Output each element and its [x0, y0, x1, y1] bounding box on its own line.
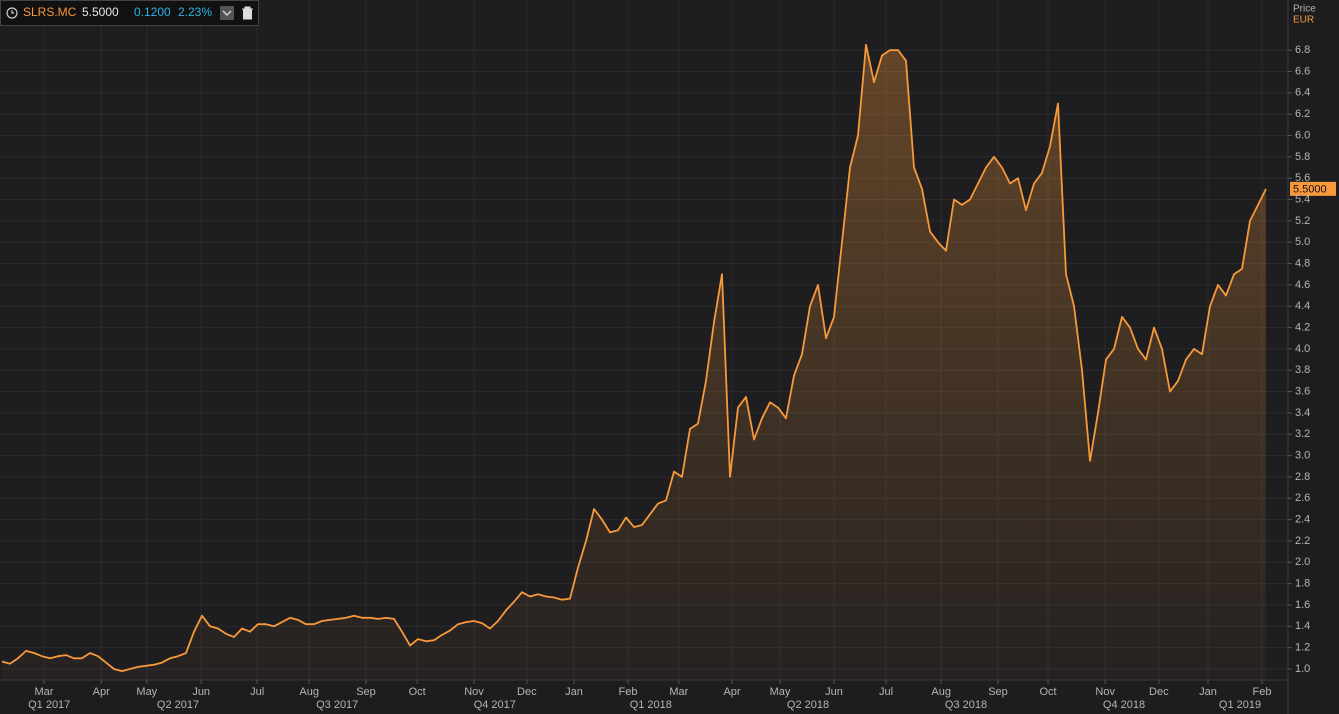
y-tick-label: 4.4 [1295, 300, 1310, 312]
y-tick-label: 4.6 [1295, 279, 1310, 291]
x-period-label: Q1 2018 [630, 699, 672, 711]
x-period-label: Q1 2017 [28, 699, 70, 711]
y-tick-label: 3.8 [1295, 364, 1310, 376]
x-tick-label: Mar [35, 686, 54, 698]
x-period-label: Q3 2017 [316, 699, 358, 711]
header-box [0, 0, 259, 26]
y-tick-label: 5.6 [1295, 172, 1310, 184]
x-tick-label: Sep [988, 686, 1008, 698]
price-tag [1290, 181, 1336, 196]
x-tick-label: Oct [1039, 686, 1056, 698]
x-tick-label: Jul [879, 686, 893, 698]
x-tick-label: Jun [192, 686, 210, 698]
y-tick-label: 3.6 [1295, 385, 1310, 397]
change: 0.1200 [134, 5, 171, 19]
x-period-label: Q4 2017 [474, 699, 516, 711]
y-tick-label: 6.0 [1295, 129, 1310, 141]
x-tick-label: Jul [250, 686, 264, 698]
delete-button[interactable] [242, 6, 253, 20]
x-tick-label: Aug [931, 686, 951, 698]
price-line [1, 43, 1267, 672]
y-tick-label: 3.0 [1295, 450, 1310, 462]
x-tick-label: Nov [1095, 686, 1115, 698]
y-tick-label: 1.2 [1295, 642, 1310, 654]
x-tick-label: Oct [409, 686, 426, 698]
y-tick-label: 5.8 [1295, 151, 1310, 163]
x-tick-label: May [136, 686, 157, 698]
y-tick-label: 4.8 [1295, 257, 1310, 269]
x-tick-label: Apr [723, 686, 740, 698]
dropdown-button[interactable] [220, 6, 234, 20]
y-tick-label: 4.2 [1295, 321, 1310, 333]
x-tick-label: Aug [299, 686, 319, 698]
x-period-label: Q2 2017 [157, 699, 199, 711]
x-tick-label: Jun [825, 686, 843, 698]
last-price: 5.5000 [82, 5, 119, 19]
y-tick-label: 1.8 [1295, 578, 1310, 590]
x-tick-label: May [770, 686, 791, 698]
y-tick-label: 5.4 [1295, 193, 1310, 205]
y-tick-label: 3.4 [1295, 407, 1310, 419]
y-tick-label: 1.4 [1295, 620, 1310, 632]
x-tick-label: Apr [93, 686, 110, 698]
x-tick-label: Feb [619, 686, 638, 698]
y-tick-label: 2.8 [1295, 471, 1310, 483]
change-percent: 2.23% [178, 5, 212, 19]
area [2, 44, 1266, 681]
y-axis-unit: EUR [1293, 15, 1314, 26]
y-tick-label: 6.4 [1295, 87, 1310, 99]
y-tick-label: 1.6 [1295, 599, 1310, 611]
x-tick-label: Feb [1253, 686, 1272, 698]
header: SLRS.MC 5.5000 0.1200 2.23% [0, 0, 259, 26]
y-tick-label: 4.0 [1295, 343, 1310, 355]
x-tick-label: Dec [1149, 686, 1169, 698]
y-tick-label: 5.2 [1295, 215, 1310, 227]
symbol[interactable]: SLRS.MC [23, 5, 77, 19]
y-axis-label: Price [1293, 4, 1316, 15]
x-period-label: Q1 2019 [1219, 699, 1261, 711]
clock-hand [11, 10, 14, 14]
y-tick-label: 6.8 [1295, 44, 1310, 56]
y-tick-label: 5.0 [1295, 236, 1310, 248]
x-tick-label: Nov [464, 686, 484, 698]
x-period-label: Q3 2018 [945, 699, 987, 711]
y-tick-label: 2.4 [1295, 514, 1310, 526]
y-tick-label: 2.6 [1295, 492, 1310, 504]
clock-icon[interactable] [6, 7, 18, 19]
x-tick-label: Jan [1199, 686, 1217, 698]
y-tick-label: 6.6 [1295, 65, 1310, 77]
x-tick-label: Dec [517, 686, 537, 698]
x-tick-label: Mar [669, 686, 688, 698]
y-tick-label: 1.0 [1295, 663, 1310, 675]
y-tick-label: 2.0 [1295, 556, 1310, 568]
x-period-label: Q2 2018 [787, 699, 829, 711]
price-tag-label: 5.5000 [1293, 183, 1327, 195]
x-period-label: Q4 2018 [1103, 699, 1145, 711]
y-tick-label: 2.2 [1295, 535, 1310, 547]
dropdown-arrow [222, 10, 232, 16]
y-tick-label: 6.2 [1295, 108, 1310, 120]
x-tick-label: Jan [565, 686, 583, 698]
x-tick-label: Sep [356, 686, 376, 698]
y-tick-label: 3.2 [1295, 428, 1310, 440]
